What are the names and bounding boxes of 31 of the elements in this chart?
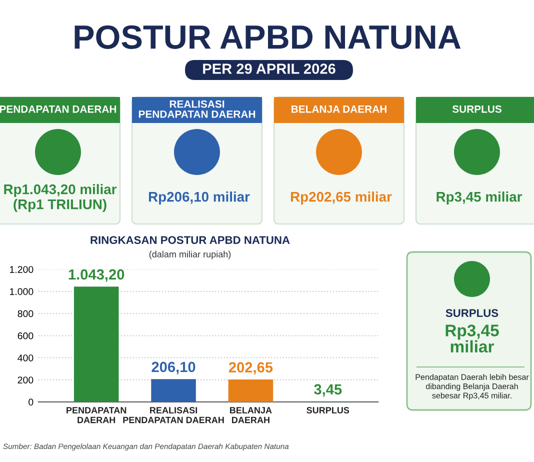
category-label: BELANJA DAERAH [292, 106, 386, 113]
text: Rp206,10 miliar [148, 192, 250, 204]
text: POSTUR APBD NATUNA [74, 25, 461, 49]
bar [74, 286, 119, 402]
data-label: 3,45 [314, 384, 342, 397]
y-tick-label: 400 [18, 354, 34, 362]
text: Rp1.043,20 miliar (Rp1 TRILIUN) [4, 184, 117, 212]
category-label: SURPLUS [452, 105, 502, 113]
text: Rp3,45 miliar [446, 324, 499, 353]
data-label: 1.043,20 [68, 269, 124, 282]
chart-subtitle: (dalam miliar rupiah) [149, 250, 231, 260]
y-tick-label: 600 [18, 332, 34, 340]
y-tick-label: 200 [18, 376, 34, 384]
text: Pendapatan Daerah lebih besar dibanding Belanja Daerah sebesar Rp3,45 miliar. [416, 374, 529, 400]
text: Rp3,45 miliar [436, 192, 522, 204]
category-label: PENDAPATAN DAERAH [0, 106, 116, 113]
data-label: 206,10 [152, 362, 196, 374]
bar [151, 379, 196, 402]
text: SURPLUS [446, 309, 498, 317]
text: PER 29 APRIL 2026 [203, 64, 336, 74]
y-tick-label: 1.000 [10, 288, 34, 296]
bar [228, 380, 274, 402]
x-tick-label: SURPLUS [306, 407, 350, 414]
x-tick-label: BELANJA DAERAH [230, 407, 272, 424]
text: Rp202,65 miliar [290, 192, 392, 204]
data-label: 202,65 [228, 362, 273, 375]
y-tick-label: 1.200 [10, 266, 34, 273]
y-tick-label: 0 [28, 398, 34, 406]
chart-title: RINGKASAN POSTUR APBD NATUNA [90, 236, 290, 244]
category-label: REALISASI PENDAPATAN DAERAH [138, 100, 256, 118]
y-tick-label: 800 [18, 310, 34, 318]
